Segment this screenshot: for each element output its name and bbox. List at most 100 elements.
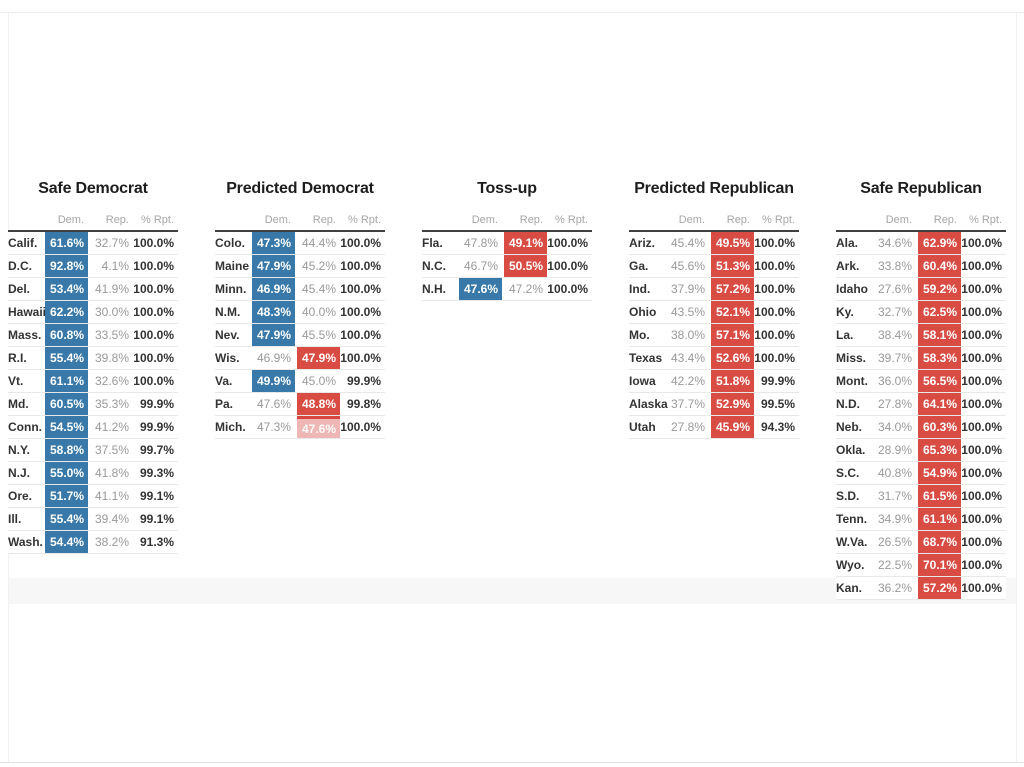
state-row: Wash. 54.4% 38.2% 91.3% (8, 531, 178, 554)
dem-value-cell: 42.2% (670, 374, 705, 388)
pct-reporting-value: 100.0% (961, 489, 1002, 503)
state-row: S.D. 31.7% 61.5% 100.0% (836, 485, 1006, 508)
state-label: N.C. (422, 259, 446, 273)
column-header-pct-reporting: % Rpt. (140, 214, 174, 226)
dem-value-cell: 47.9% (252, 255, 295, 277)
dem-value-cell: 34.6% (877, 236, 912, 250)
dem-value-cell: 34.0% (877, 420, 912, 434)
pct-reporting-value: 100.0% (754, 351, 795, 365)
dem-value-cell: 39.7% (877, 351, 912, 365)
pct-reporting-value: 100.0% (133, 282, 174, 296)
pct-reporting-value: 100.0% (961, 443, 1002, 457)
state-label: Wyo. (836, 558, 865, 572)
state-row: N.Y. 58.8% 37.5% 99.7% (8, 439, 178, 462)
dem-value-cell: 26.5% (877, 535, 912, 549)
state-row: Kan. 36.2% 57.2% 100.0% (836, 577, 1006, 600)
rep-value-cell: 45.4% (301, 282, 336, 296)
state-row: Calif. 61.6% 32.7% 100.0% (8, 232, 178, 255)
pct-reporting-value: 100.0% (961, 259, 1002, 273)
column-header-pct-reporting: % Rpt. (761, 214, 795, 226)
rep-value-cell: 51.8% (711, 370, 754, 392)
column-header-rep: Rep. (726, 214, 750, 226)
state-row: Miss. 39.7% 58.3% 100.0% (836, 347, 1006, 370)
pct-reporting-value: 99.5% (760, 397, 795, 411)
rep-value-cell: 58.3% (918, 347, 961, 369)
dem-value-cell: 31.7% (877, 489, 912, 503)
rep-value-cell: 40.0% (301, 305, 336, 319)
results-table-predicted-republican: Predicted Republican Dem. Rep. % Rpt. Ariz. 4… (629, 178, 799, 439)
state-label: Okla. (836, 443, 866, 457)
state-label: Ohio (629, 305, 657, 319)
pct-reporting-value: 99.9% (760, 374, 795, 388)
pct-reporting-value: 100.0% (340, 328, 381, 342)
pct-reporting-value: 100.0% (547, 236, 588, 250)
rep-value-cell: 56.5% (918, 370, 961, 392)
dem-value-cell: 62.2% (45, 301, 88, 323)
rep-value-cell: 57.1% (711, 324, 754, 346)
state-label: Ill. (8, 512, 22, 526)
state-label: Mo. (629, 328, 650, 342)
dem-value-cell: 47.3% (256, 420, 291, 434)
rep-value-cell: 41.8% (94, 466, 129, 480)
state-row: Idaho 27.6% 59.2% 100.0% (836, 278, 1006, 301)
dem-value-cell: 28.9% (877, 443, 912, 457)
dem-value-cell: 46.7% (463, 259, 498, 273)
state-row: Mo. 38.0% 57.1% 100.0% (629, 324, 799, 347)
state-label: Md. (8, 397, 29, 411)
state-label: Va. (215, 374, 233, 388)
dem-value-cell: 60.5% (45, 393, 88, 415)
state-row: Maine 47.9% 45.2% 100.0% (215, 255, 385, 278)
dem-value-cell: 51.7% (45, 485, 88, 507)
rep-value-cell: 52.1% (711, 301, 754, 323)
dem-value-cell: 32.7% (877, 305, 912, 319)
dem-value-cell: 45.6% (670, 259, 705, 273)
pct-reporting-value: 100.0% (754, 328, 795, 342)
rep-value-cell: 62.5% (918, 301, 961, 323)
state-label: Wis. (215, 351, 240, 365)
state-label: N.J. (8, 466, 31, 480)
state-label: Ga. (629, 259, 649, 273)
state-label: Pa. (215, 397, 234, 411)
state-row: R.I. 55.4% 39.8% 100.0% (8, 347, 178, 370)
pct-reporting-value: 100.0% (133, 328, 174, 342)
column-header-pct-reporting: % Rpt. (554, 214, 588, 226)
state-label: Ind. (629, 282, 651, 296)
dem-value-cell: 43.5% (670, 305, 705, 319)
pct-reporting-value: 100.0% (961, 236, 1002, 250)
rep-value-cell: 44.4% (301, 236, 336, 250)
dem-value-cell: 38.0% (670, 328, 705, 342)
table-title-predicted-democrat: Predicted Democrat (226, 180, 374, 197)
state-row: Va. 49.9% 45.0% 99.9% (215, 370, 385, 393)
state-row: Ohio 43.5% 52.1% 100.0% (629, 301, 799, 324)
dem-value-cell: 47.8% (463, 236, 498, 250)
state-row: Ala. 34.6% 62.9% 100.0% (836, 232, 1006, 255)
pct-reporting-value: 100.0% (340, 259, 381, 273)
state-row: Ariz. 45.4% 49.5% 100.0% (629, 232, 799, 255)
slide-frame-bottom-border (0, 762, 1024, 763)
rep-value-cell: 45.5% (301, 328, 336, 342)
rep-value-cell: 39.8% (94, 351, 129, 365)
pct-reporting-value: 100.0% (133, 259, 174, 273)
dem-value-cell: 60.8% (45, 324, 88, 346)
state-row: Hawaii 62.2% 30.0% 100.0% (8, 301, 178, 324)
state-label: R.I. (8, 351, 27, 365)
rep-value-cell: 48.8% (297, 393, 340, 415)
dem-value-cell: 61.1% (45, 370, 88, 392)
rep-value-cell: 51.3% (711, 255, 754, 277)
state-label: Hawaii (8, 305, 47, 319)
rep-value-cell: 68.7% (918, 531, 961, 553)
rep-value-cell: 61.1% (918, 508, 961, 530)
state-label: Kan. (836, 581, 863, 595)
dem-value-cell: 55.4% (45, 508, 88, 530)
state-row: Wyo. 22.5% 70.1% 100.0% (836, 554, 1006, 577)
state-row: Utah 27.8% 45.9% 94.3% (629, 416, 799, 439)
state-row: Md. 60.5% 35.3% 99.9% (8, 393, 178, 416)
rep-value-cell: 64.1% (918, 393, 961, 415)
state-label: N.M. (215, 305, 241, 319)
slide-frame-top-border (0, 12, 1024, 13)
state-row: Minn. 46.9% 45.4% 100.0% (215, 278, 385, 301)
pct-reporting-value: 100.0% (961, 305, 1002, 319)
state-row: Ky. 32.7% 62.5% 100.0% (836, 301, 1006, 324)
dem-value-cell: 47.6% (459, 278, 502, 300)
